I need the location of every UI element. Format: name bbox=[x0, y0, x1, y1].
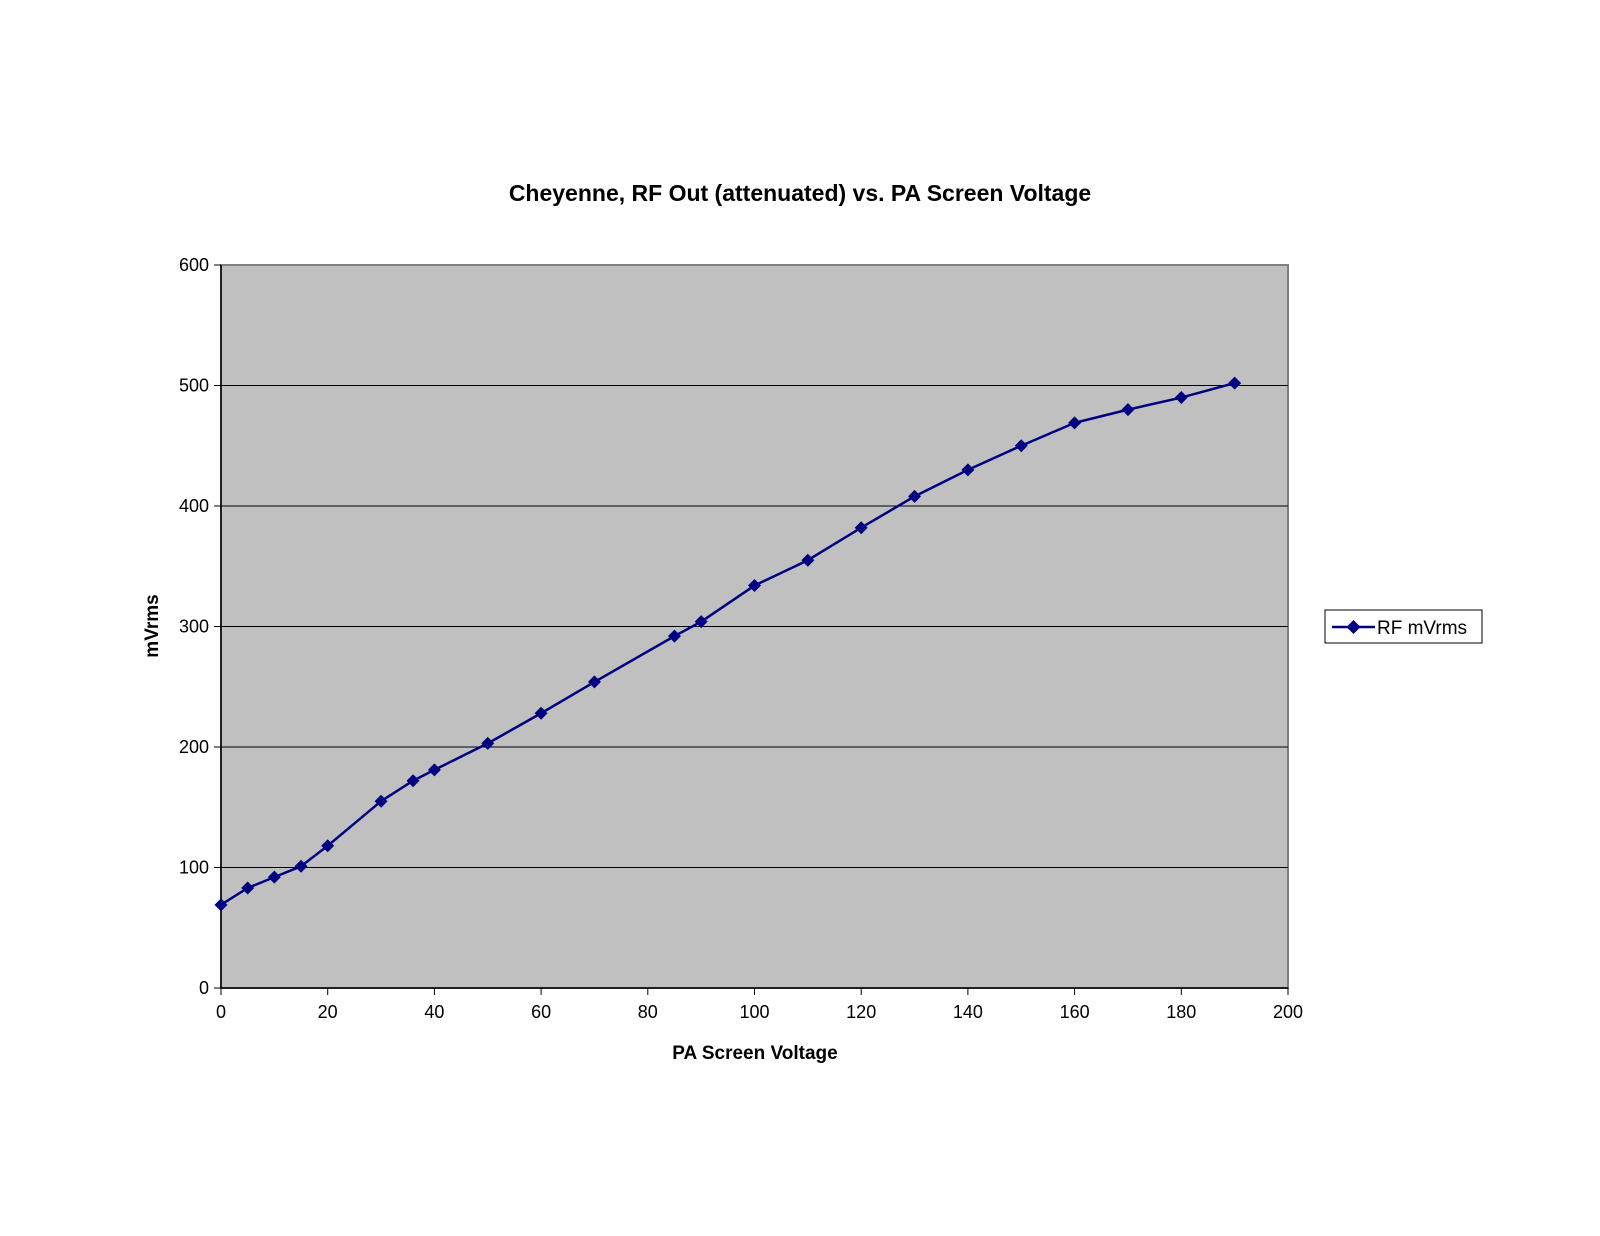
data-point-marker bbox=[667, 629, 681, 643]
tick-labels: 0 100 200 300 400 500 600 0 20 40 60 80 100 120 140 160… bbox=[179, 255, 1303, 1022]
series-rf-mvrms bbox=[214, 376, 1242, 912]
data-point-marker bbox=[1174, 391, 1188, 405]
data-point-marker bbox=[1228, 376, 1242, 390]
y-tick-label: 500 bbox=[179, 376, 209, 396]
data-point-marker bbox=[427, 763, 441, 777]
y-axis-title: mVrms bbox=[142, 594, 163, 657]
x-tick-label: 0 bbox=[216, 1002, 226, 1022]
x-tick-label: 180 bbox=[1166, 1002, 1196, 1022]
data-point-marker bbox=[321, 839, 335, 853]
legend-marker-swatch bbox=[1346, 620, 1361, 634]
data-point-marker bbox=[961, 463, 975, 477]
x-axis-title: PA Screen Voltage bbox=[672, 1043, 837, 1064]
data-point-marker bbox=[406, 774, 420, 788]
data-point-marker bbox=[241, 881, 255, 895]
legend: RF mVrms bbox=[1324, 609, 1483, 644]
y-tick-label: 400 bbox=[179, 496, 209, 516]
x-tick-label: 100 bbox=[739, 1002, 769, 1022]
gridlines bbox=[221, 385, 1288, 868]
data-point-marker bbox=[374, 794, 388, 808]
x-tick-label: 20 bbox=[318, 1002, 338, 1022]
chart-title: Cheyenne, RF Out (attenuated) vs. PA Scr… bbox=[509, 180, 1091, 206]
data-point-marker bbox=[694, 615, 708, 629]
x-tick-label: 200 bbox=[1273, 1002, 1303, 1022]
x-tick-label: 120 bbox=[846, 1002, 876, 1022]
y-tick-label: 0 bbox=[199, 978, 209, 998]
data-point-marker bbox=[534, 706, 548, 720]
y-tick-label: 300 bbox=[179, 617, 209, 637]
x-tick-label: 140 bbox=[953, 1002, 983, 1022]
data-point-marker bbox=[854, 521, 868, 535]
data-point-marker bbox=[1121, 403, 1135, 417]
data-point-marker bbox=[801, 553, 815, 567]
data-point-marker bbox=[908, 489, 922, 503]
y-tick-label: 600 bbox=[179, 255, 209, 275]
x-tick-label: 60 bbox=[531, 1002, 551, 1022]
data-point-marker bbox=[214, 898, 228, 912]
data-point-marker bbox=[294, 859, 308, 873]
axes bbox=[214, 264, 1289, 995]
x-tick-label: 80 bbox=[638, 1002, 658, 1022]
x-tick-label: 160 bbox=[1060, 1002, 1090, 1022]
data-point-marker bbox=[481, 736, 495, 750]
data-point-marker bbox=[267, 870, 281, 884]
x-tick-label: 40 bbox=[424, 1002, 444, 1022]
data-point-marker bbox=[587, 675, 601, 689]
y-tick-label: 200 bbox=[179, 737, 209, 757]
data-point-marker bbox=[1068, 416, 1082, 430]
data-point-marker bbox=[1014, 439, 1028, 453]
data-point-marker bbox=[748, 579, 761, 593]
y-tick-label: 100 bbox=[179, 858, 209, 878]
legend-label: RF mVrms bbox=[1377, 618, 1467, 639]
